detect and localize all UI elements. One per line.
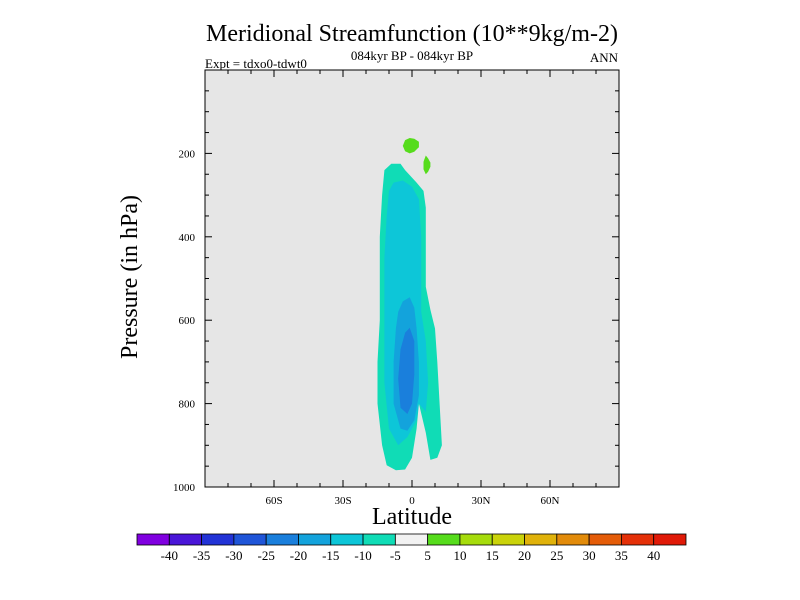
chart-title: Meridional Streamfunction (10**9kg/m-2) [206, 21, 618, 47]
colorbar-label: 30 [583, 548, 596, 563]
positive-cell-upper [402, 138, 419, 154]
colorbar-swatch [588, 533, 622, 546]
y-tick-label: 200 [179, 148, 196, 160]
colorbar-swatch [524, 533, 558, 546]
season-label: ANN [590, 50, 619, 65]
colorbar-label: 40 [647, 548, 660, 563]
y-axis-label: Pressure (in hPa) [117, 195, 143, 359]
x-tick-label: 60S [265, 495, 282, 507]
x-tick-label: 60N [541, 495, 560, 507]
contour-regions [377, 138, 442, 471]
colorbar-swatch [298, 533, 332, 546]
colorbar-swatch [136, 533, 170, 546]
x-tick-label: 30S [334, 495, 351, 507]
colorbar-labels: -40 -35 -30 -25 -20 -15 -10 -5 5 10 15 20 25 30 35 40 [161, 548, 661, 563]
positive-cell-lower [423, 155, 431, 175]
y-tick-label: 1000 [173, 482, 196, 494]
colorbar-swatch [427, 533, 461, 546]
y-tick-label: 600 [179, 315, 196, 327]
chart-subtitle: 084kyr BP - 084kyr BP [351, 48, 473, 63]
x-axis-label: Latitude [372, 504, 452, 530]
colorbar-swatch [491, 533, 525, 546]
colorbar-swatch [362, 533, 396, 546]
colorbar-label: -20 [290, 548, 307, 563]
experiment-label: Expt = tdxo0-tdwt0 [205, 56, 307, 71]
colorbar-label: 25 [550, 548, 563, 563]
colorbar-label: -10 [354, 548, 371, 563]
y-tick-label: 800 [179, 399, 196, 411]
colorbar-label: -30 [225, 548, 242, 563]
colorbar-label: 35 [615, 548, 628, 563]
colorbar-swatch [653, 533, 687, 546]
plot-frame [204, 69, 620, 488]
colorbar-swatch [330, 533, 364, 546]
colorbar-swatch [168, 533, 202, 546]
x-tick-label: 0 [409, 495, 415, 507]
colorbar-label: 15 [486, 548, 499, 563]
colorbar-swatch [265, 533, 299, 546]
colorbar-label: 10 [453, 548, 466, 563]
core-negative-region [398, 327, 415, 414]
axis-tick-labels: 60S 30S 0 30N 60N 200 400 600 800 1000 [173, 148, 560, 507]
colorbar [136, 533, 687, 546]
colorbar-swatch [201, 533, 235, 546]
colorbar-label: -15 [322, 548, 339, 563]
colorbar-swatch [394, 533, 429, 546]
colorbar-swatch [556, 533, 590, 546]
colorbar-swatch [621, 533, 655, 546]
y-tick-label: 400 [179, 232, 196, 244]
colorbar-label: -35 [193, 548, 210, 563]
colorbar-swatch [459, 533, 493, 546]
x-tick-label: 30N [472, 495, 491, 507]
colorbar-swatch [233, 533, 267, 546]
colorbar-label: -25 [258, 548, 275, 563]
colorbar-label: -40 [161, 548, 178, 563]
colorbar-label: 20 [518, 548, 531, 563]
colorbar-label: -5 [390, 548, 401, 563]
colorbar-label: 5 [424, 548, 431, 563]
